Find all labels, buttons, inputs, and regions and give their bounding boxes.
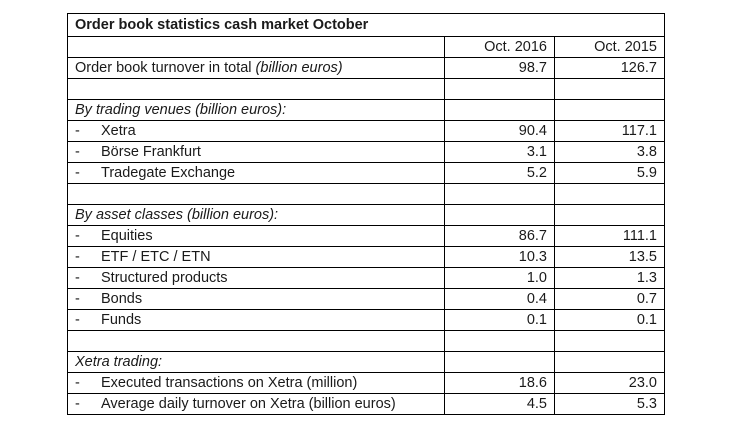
xetra-heading-row: Xetra trading: bbox=[67, 351, 665, 373]
value-2015: 111.1 bbox=[554, 225, 665, 247]
row-label: Börse Frankfurt bbox=[101, 144, 201, 160]
table-row: - Funds 0.1 0.1 bbox=[67, 309, 665, 331]
spacer-cell bbox=[554, 183, 665, 205]
row-label-cell: - Executed transactions on Xetra (million… bbox=[67, 372, 445, 394]
row-label: ETF / ETC / ETN bbox=[101, 249, 211, 265]
total-label: Order book turnover in total bbox=[75, 60, 252, 76]
row-label: Funds bbox=[101, 312, 142, 328]
row-label-cell: - Average daily turnover on Xetra (billio… bbox=[67, 393, 445, 415]
dash-marker: - bbox=[75, 312, 80, 328]
spacer-row bbox=[67, 183, 665, 205]
table-title-row: Order book statistics cash market Octobe… bbox=[67, 13, 665, 37]
total-label-cell: Order book turnover in total (billion eu… bbox=[67, 57, 445, 79]
value-2016: 0.4 bbox=[444, 288, 555, 310]
value-2016: 10.3 bbox=[444, 246, 555, 268]
table-row: - Equities 86.7 111.1 bbox=[67, 225, 665, 247]
spacer-cell bbox=[67, 78, 445, 100]
empty-cell bbox=[554, 204, 665, 226]
table-title: Order book statistics cash market Octobe… bbox=[67, 13, 665, 37]
value-2016: 1.0 bbox=[444, 267, 555, 289]
value-2016: 90.4 bbox=[444, 120, 555, 142]
table-row: - Tradegate Exchange 5.2 5.9 bbox=[67, 162, 665, 184]
empty-cell bbox=[554, 351, 665, 373]
column-header-oct-2016: Oct. 2016 bbox=[444, 36, 555, 58]
value-2015: 5.3 bbox=[554, 393, 665, 415]
dash-marker: - bbox=[75, 270, 80, 286]
total-unit: (billion euros) bbox=[255, 60, 343, 76]
dash-marker: - bbox=[75, 396, 80, 412]
value-2015: 0.1 bbox=[554, 309, 665, 331]
column-header-oct-2015: Oct. 2015 bbox=[554, 36, 665, 58]
total-value-2015: 126.7 bbox=[554, 57, 665, 79]
table-row: - Average daily turnover on Xetra (billio… bbox=[67, 393, 665, 415]
empty-cell bbox=[554, 99, 665, 121]
table-row: - Executed transactions on Xetra (million… bbox=[67, 372, 665, 394]
dash-marker: - bbox=[75, 375, 80, 391]
value-2015: 13.5 bbox=[554, 246, 665, 268]
spacer-cell bbox=[554, 78, 665, 100]
row-label: Executed transactions on Xetra (million) bbox=[101, 375, 358, 391]
table-row: - Structured products 1.0 1.3 bbox=[67, 267, 665, 289]
assets-heading: By asset classes (billion euros): bbox=[67, 204, 445, 226]
empty-cell bbox=[444, 99, 555, 121]
row-label: Xetra bbox=[101, 123, 136, 139]
row-label-cell: - Structured products bbox=[67, 267, 445, 289]
spacer-row bbox=[67, 78, 665, 100]
row-label-cell: - Tradegate Exchange bbox=[67, 162, 445, 184]
value-2015: 3.8 bbox=[554, 141, 665, 163]
value-2016: 5.2 bbox=[444, 162, 555, 184]
spacer-cell bbox=[444, 330, 555, 352]
value-2015: 1.3 bbox=[554, 267, 665, 289]
value-2015: 5.9 bbox=[554, 162, 665, 184]
value-2016: 0.1 bbox=[444, 309, 555, 331]
spacer-cell bbox=[67, 183, 445, 205]
empty-cell bbox=[444, 351, 555, 373]
dash-marker: - bbox=[75, 249, 80, 265]
total-turnover-row: Order book turnover in total (billion eu… bbox=[67, 57, 665, 79]
order-book-statistics-table: Order book statistics cash market Octobe… bbox=[67, 13, 665, 415]
value-2015: 23.0 bbox=[554, 372, 665, 394]
row-label: Tradegate Exchange bbox=[101, 165, 236, 181]
row-label: Bonds bbox=[101, 291, 143, 307]
value-2016: 4.5 bbox=[444, 393, 555, 415]
assets-heading-row: By asset classes (billion euros): bbox=[67, 204, 665, 226]
row-label: Equities bbox=[101, 228, 153, 244]
row-label-cell: - Xetra bbox=[67, 120, 445, 142]
row-label-cell: - Funds bbox=[67, 309, 445, 331]
value-2016: 3.1 bbox=[444, 141, 555, 163]
row-label-cell: - Bonds bbox=[67, 288, 445, 310]
dash-marker: - bbox=[75, 144, 80, 160]
table-row: - Bonds 0.4 0.7 bbox=[67, 288, 665, 310]
table-row: - Xetra 90.4 117.1 bbox=[67, 120, 665, 142]
value-2016: 86.7 bbox=[444, 225, 555, 247]
xetra-heading: Xetra trading: bbox=[67, 351, 445, 373]
venues-heading: By trading venues (billion euros): bbox=[67, 99, 445, 121]
dash-marker: - bbox=[75, 165, 80, 181]
dash-marker: - bbox=[75, 123, 80, 139]
dash-marker: - bbox=[75, 228, 80, 244]
row-label-cell: - Equities bbox=[67, 225, 445, 247]
value-2015: 0.7 bbox=[554, 288, 665, 310]
table-row: - Börse Frankfurt 3.1 3.8 bbox=[67, 141, 665, 163]
value-2015: 117.1 bbox=[554, 120, 665, 142]
spacer-cell bbox=[444, 183, 555, 205]
column-header-row: Oct. 2016 Oct. 2015 bbox=[67, 36, 665, 58]
table-row: - ETF / ETC / ETN 10.3 13.5 bbox=[67, 246, 665, 268]
row-label: Structured products bbox=[101, 270, 228, 286]
row-label-cell: - ETF / ETC / ETN bbox=[67, 246, 445, 268]
spacer-cell bbox=[444, 78, 555, 100]
header-label-cell bbox=[67, 36, 445, 58]
value-2016: 18.6 bbox=[444, 372, 555, 394]
row-label-cell: - Börse Frankfurt bbox=[67, 141, 445, 163]
empty-cell bbox=[444, 204, 555, 226]
venues-heading-row: By trading venues (billion euros): bbox=[67, 99, 665, 121]
spacer-cell bbox=[554, 330, 665, 352]
total-value-2016: 98.7 bbox=[444, 57, 555, 79]
dash-marker: - bbox=[75, 291, 80, 307]
row-label: Average daily turnover on Xetra (billion… bbox=[101, 396, 396, 412]
spacer-cell bbox=[67, 330, 445, 352]
spacer-row bbox=[67, 330, 665, 352]
